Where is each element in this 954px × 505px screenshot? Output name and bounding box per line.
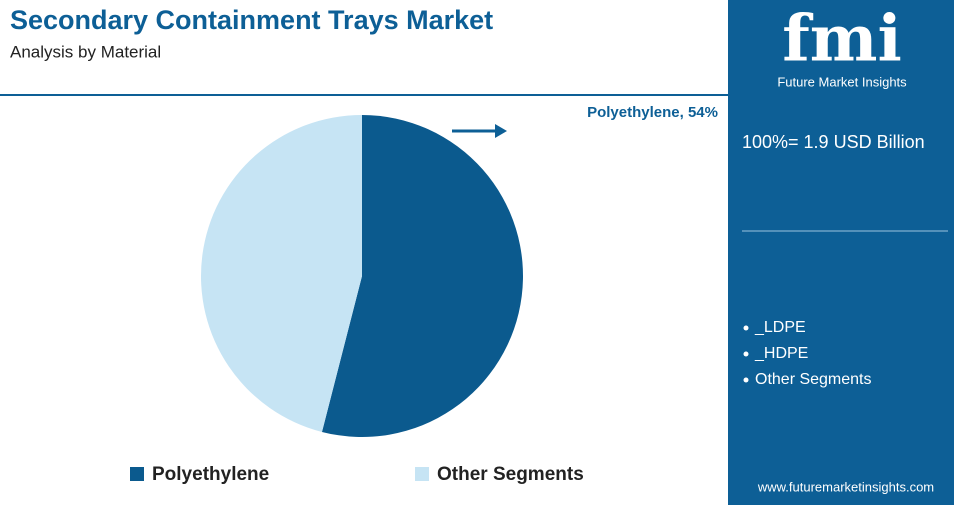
bullet xyxy=(743,325,749,331)
bullet xyxy=(743,351,749,357)
pie-slice xyxy=(200,115,362,432)
segment-item: _LDPE xyxy=(754,319,806,336)
brand: Future Market Insights xyxy=(777,74,907,89)
segment-item: _HDPE xyxy=(754,345,808,362)
market-total: 100%= 1.9 USD Billion xyxy=(742,132,925,152)
legend-swatch xyxy=(130,467,144,481)
pie-slice xyxy=(321,115,523,437)
bullet xyxy=(743,377,749,383)
arrow-head xyxy=(495,124,507,138)
chart-subtitle: Analysis by Material xyxy=(10,42,161,61)
data-label: Polyethylene, 54% xyxy=(587,104,718,121)
legend-label: Polyethylene xyxy=(152,464,269,485)
legend-label: Other Segments xyxy=(437,464,584,485)
chart-title: Secondary Containment Trays Market xyxy=(10,5,493,35)
sidebar xyxy=(728,0,954,505)
logo: fmi xyxy=(782,2,902,77)
legend-swatch xyxy=(415,467,429,481)
segment-item: Other Segments xyxy=(755,371,872,388)
website: www.futuremarketinsights.com xyxy=(757,479,934,494)
